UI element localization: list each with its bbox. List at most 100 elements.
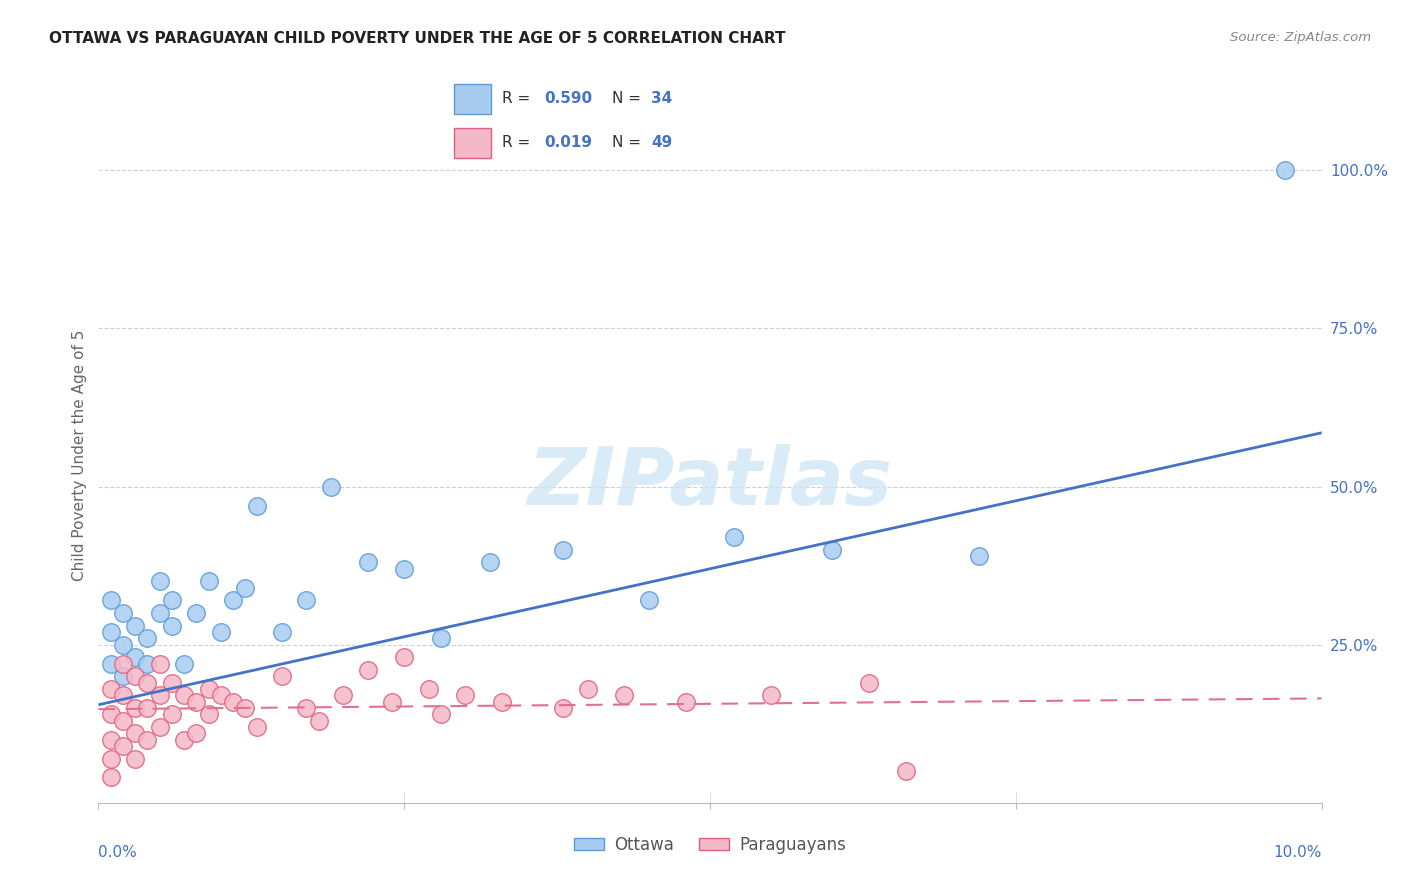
Point — [1274, 163, 1296, 178]
Point — [197, 681, 219, 696]
Point — [111, 688, 134, 702]
Point — [160, 593, 183, 607]
Point — [149, 606, 172, 620]
Point — [967, 549, 990, 563]
Text: ZIPatlas: ZIPatlas — [527, 443, 893, 522]
Point — [100, 732, 122, 747]
Point — [222, 593, 245, 607]
Point — [186, 606, 208, 620]
Point — [454, 688, 477, 702]
Text: 34: 34 — [651, 91, 672, 106]
Point — [160, 618, 183, 632]
Point — [295, 701, 318, 715]
Text: N =: N = — [612, 91, 645, 106]
Point — [319, 479, 342, 493]
Text: 0.0%: 0.0% — [98, 845, 138, 860]
Point — [149, 720, 172, 734]
Point — [136, 732, 159, 747]
Text: N =: N = — [612, 136, 645, 151]
Point — [124, 751, 146, 765]
Point — [246, 499, 269, 513]
Point — [759, 688, 782, 702]
Point — [233, 581, 256, 595]
Text: 49: 49 — [651, 136, 672, 151]
Point — [111, 657, 134, 671]
Point — [246, 720, 269, 734]
Point — [111, 714, 134, 728]
Point — [821, 542, 844, 557]
Point — [723, 530, 745, 544]
Text: R =: R = — [502, 91, 536, 106]
Point — [100, 707, 122, 722]
Point — [100, 681, 122, 696]
Point — [149, 688, 172, 702]
Point — [124, 669, 146, 683]
Point — [270, 625, 292, 640]
Point — [392, 650, 416, 665]
Point — [295, 593, 318, 607]
Point — [124, 650, 146, 665]
Point — [100, 625, 122, 640]
Point — [381, 695, 404, 709]
Point — [270, 669, 292, 683]
Text: 0.590: 0.590 — [544, 91, 592, 106]
Point — [173, 732, 195, 747]
Point — [173, 688, 195, 702]
Point — [418, 681, 440, 696]
Point — [124, 618, 146, 632]
Text: OTTAWA VS PARAGUAYAN CHILD POVERTY UNDER THE AGE OF 5 CORRELATION CHART: OTTAWA VS PARAGUAYAN CHILD POVERTY UNDER… — [49, 31, 786, 46]
Point — [124, 726, 146, 740]
Point — [222, 695, 245, 709]
Point — [197, 707, 219, 722]
Point — [124, 701, 146, 715]
Y-axis label: Child Poverty Under the Age of 5: Child Poverty Under the Age of 5 — [72, 329, 87, 581]
Point — [332, 688, 354, 702]
Legend: Ottawa, Paraguayans: Ottawa, Paraguayans — [568, 830, 852, 861]
Point — [233, 701, 256, 715]
Point — [430, 707, 453, 722]
Text: 0.019: 0.019 — [544, 136, 592, 151]
Bar — [454, 84, 491, 113]
Point — [553, 701, 575, 715]
Point — [356, 663, 378, 677]
Point — [111, 606, 134, 620]
Text: R =: R = — [502, 136, 536, 151]
Point — [858, 675, 880, 690]
Point — [186, 695, 208, 709]
Point — [111, 739, 134, 753]
Point — [100, 593, 122, 607]
Point — [392, 562, 416, 576]
Point — [478, 556, 501, 570]
Point — [149, 657, 172, 671]
Point — [209, 625, 232, 640]
Point — [160, 675, 183, 690]
Point — [553, 542, 575, 557]
Point — [613, 688, 636, 702]
Point — [136, 632, 159, 646]
Point — [356, 556, 378, 570]
Point — [675, 695, 697, 709]
Point — [136, 657, 159, 671]
Point — [149, 574, 172, 589]
Point — [308, 714, 330, 728]
Point — [100, 771, 122, 785]
Text: 10.0%: 10.0% — [1274, 845, 1322, 860]
Point — [136, 675, 159, 690]
Point — [186, 726, 208, 740]
Point — [136, 701, 159, 715]
Point — [173, 657, 195, 671]
Text: Source: ZipAtlas.com: Source: ZipAtlas.com — [1230, 31, 1371, 45]
Point — [894, 764, 917, 779]
Point — [430, 632, 453, 646]
Point — [576, 681, 599, 696]
Point — [100, 751, 122, 765]
Point — [100, 657, 122, 671]
Point — [111, 638, 134, 652]
Point — [491, 695, 513, 709]
Point — [111, 669, 134, 683]
Bar — [454, 128, 491, 158]
Point — [209, 688, 232, 702]
Point — [160, 707, 183, 722]
Point — [197, 574, 219, 589]
Point — [637, 593, 661, 607]
